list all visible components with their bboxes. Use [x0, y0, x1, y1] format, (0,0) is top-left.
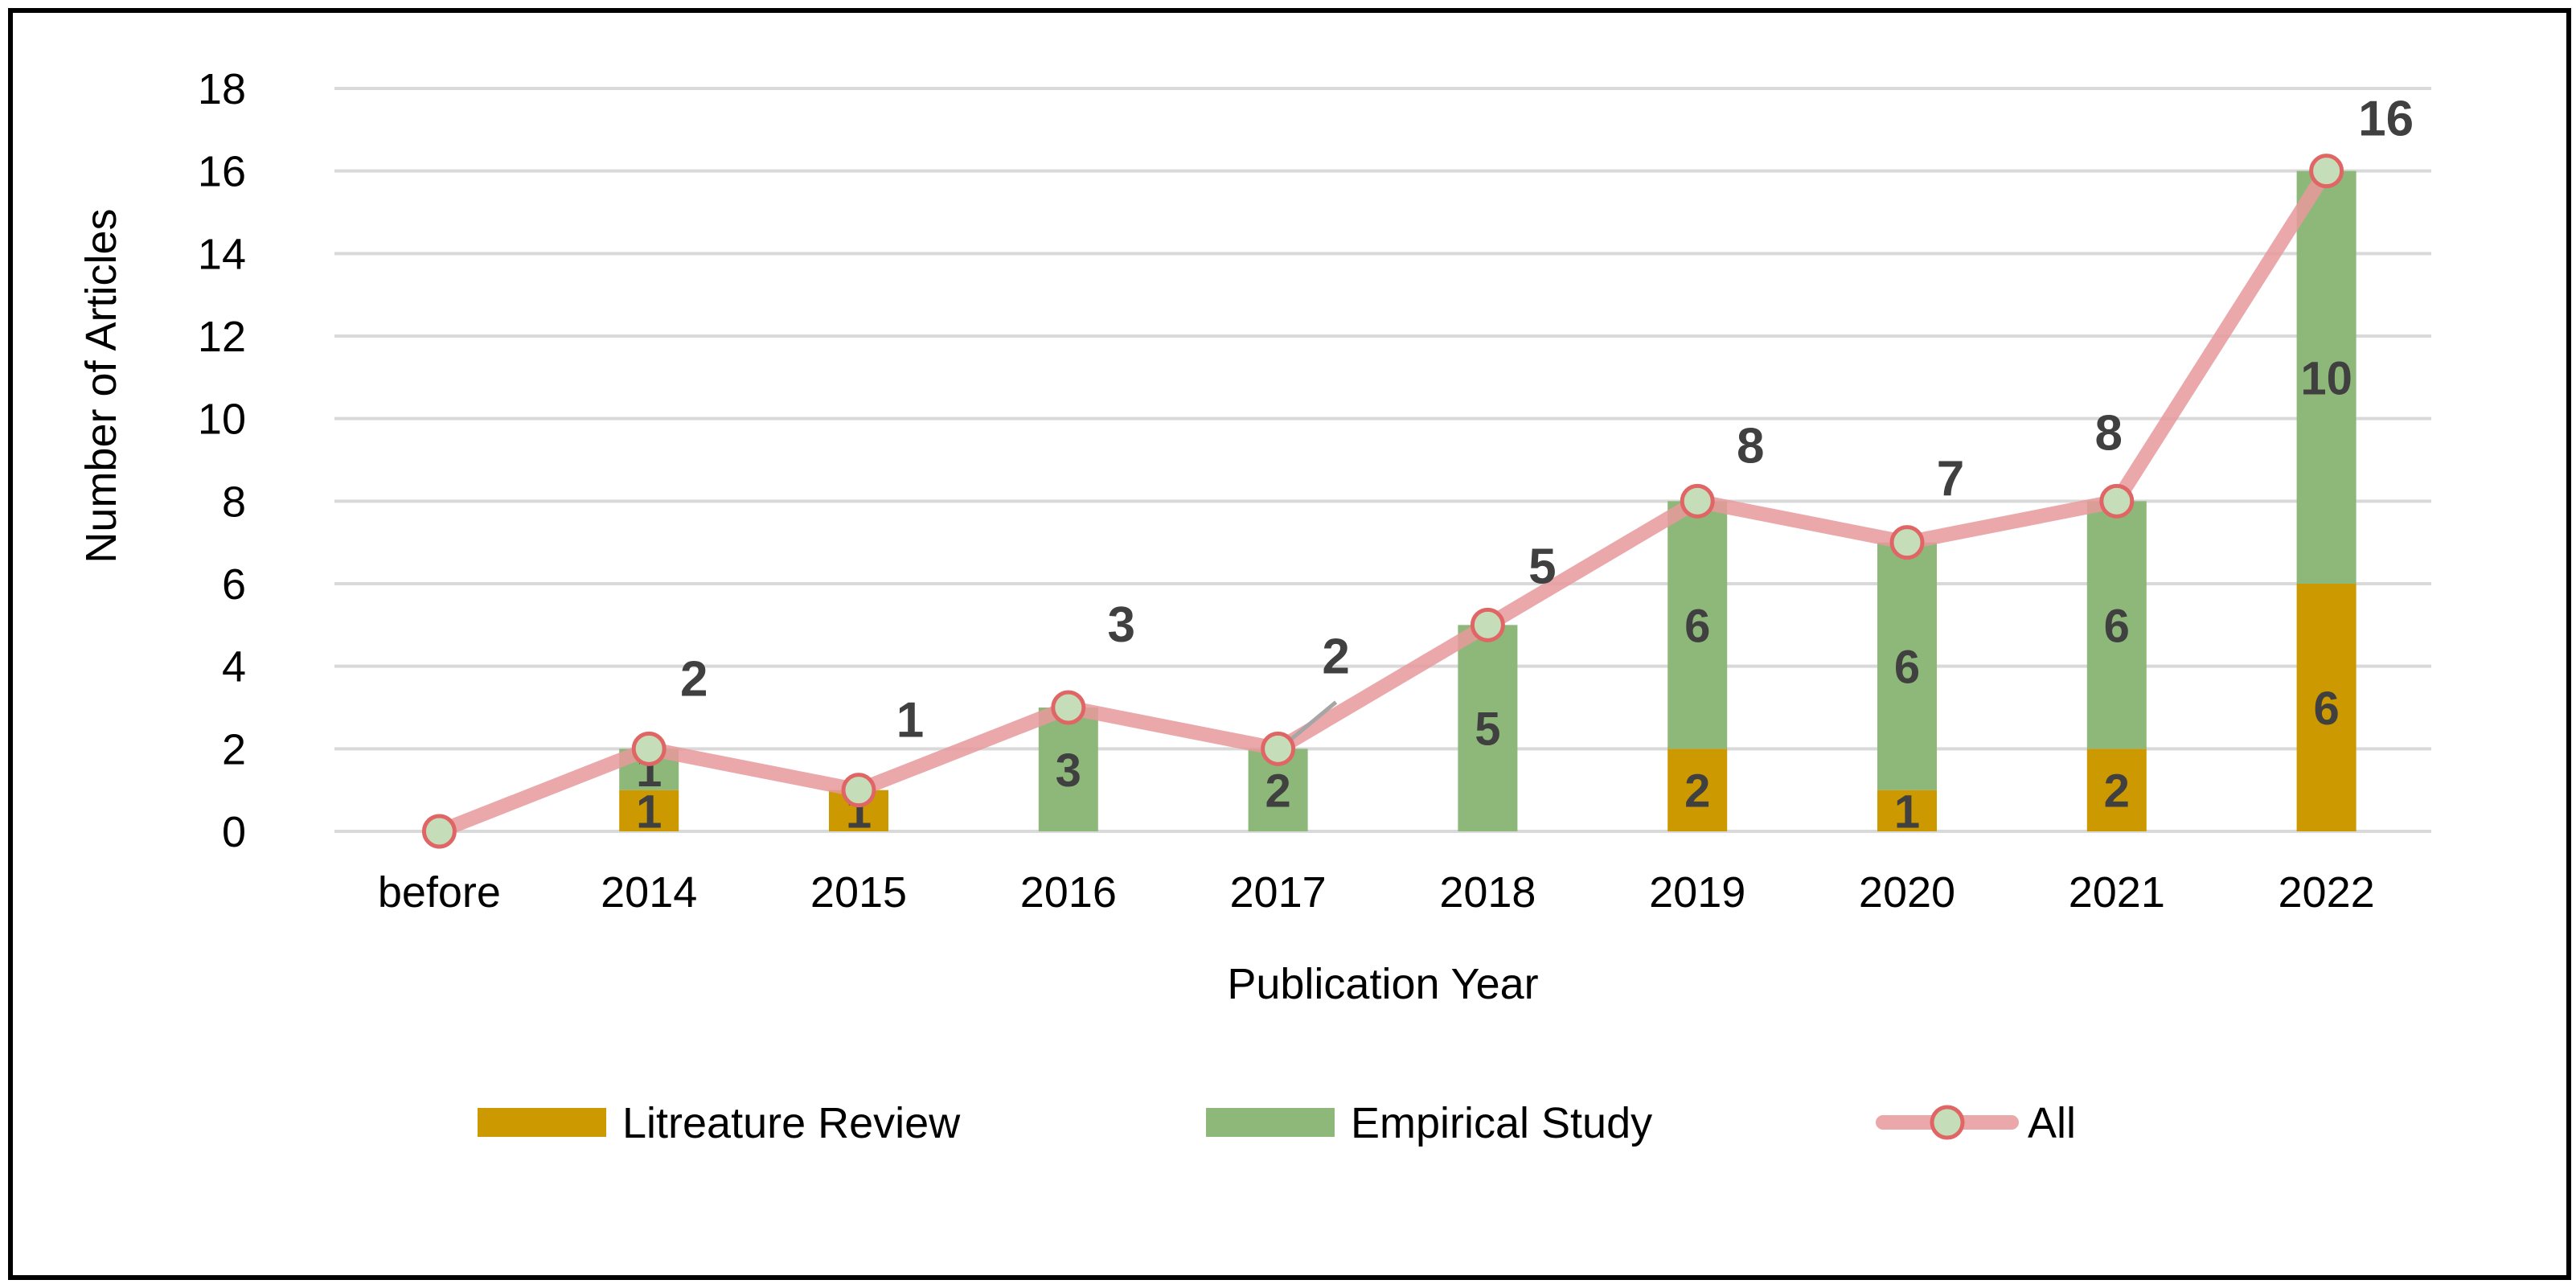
total-value-label: 3 — [1108, 597, 1135, 653]
total-value-label: 2 — [1322, 629, 1349, 684]
total-marker — [2099, 483, 2135, 519]
bar-segment — [2296, 584, 2357, 831]
bar-segment — [1877, 542, 1937, 790]
bar-segment — [1458, 625, 1518, 831]
x-tick-label: 2016 — [1020, 868, 1117, 917]
axis-titles: Publication Year Number of Articles — [77, 208, 1539, 1008]
total-marker — [1470, 607, 1505, 642]
legend-marker-swatch — [1930, 1105, 1965, 1140]
bar-segment — [2296, 170, 2357, 584]
x-axis-ticks: before 2014 2015 2016 2017 2018 2019 2020 2021 20… — [378, 868, 2375, 917]
y-tick-label: 0 — [222, 808, 246, 856]
bar-value-label: 6 — [2313, 683, 2339, 735]
total-marker — [841, 773, 876, 808]
x-tick-label: 2019 — [1649, 868, 1745, 917]
x-tick-label: 2020 — [1859, 868, 1955, 917]
bar-value-label: 2 — [1684, 765, 1710, 818]
total-value-label: 1 — [896, 693, 924, 749]
bar-value-label: 5 — [1475, 704, 1500, 756]
y-tick-label: 6 — [222, 560, 246, 609]
bar-segment — [2086, 749, 2147, 831]
legend-label: Litreature Review — [622, 1099, 961, 1147]
total-marker — [421, 814, 457, 849]
total-marker — [1680, 483, 1715, 519]
y-tick-label: 4 — [222, 643, 246, 691]
total-value-label: 5 — [1528, 539, 1556, 594]
bar-value-label: 6 — [1684, 600, 1710, 652]
bar-value-label: 2 — [2104, 765, 2130, 818]
bar-segment — [1038, 708, 1098, 831]
x-tick-label: before — [378, 868, 501, 917]
x-tick-label: 2015 — [810, 868, 907, 917]
bar-segment — [1667, 501, 1728, 749]
total-marker — [2309, 154, 2344, 189]
legend-label: Empirical Study — [1351, 1099, 1652, 1147]
bar-segment — [2086, 501, 2147, 749]
y-tick-label: 16 — [198, 148, 246, 196]
y-axis-title: Number of Articles — [77, 208, 125, 563]
total-line-path — [432, 163, 2334, 839]
total-marker — [1261, 731, 1296, 766]
bar-value-label: 6 — [2104, 600, 2130, 652]
bar-segment — [619, 790, 679, 831]
total-value-label: 7 — [1937, 452, 1964, 507]
total-value-label: 16 — [2358, 92, 2414, 147]
x-tick-label: 2018 — [1439, 868, 1536, 917]
legend-swatch — [478, 1108, 606, 1137]
x-tick-label: 2014 — [601, 868, 697, 917]
y-tick-label: 2 — [222, 725, 246, 773]
y-tick-label: 8 — [222, 478, 246, 526]
total-marker — [631, 731, 667, 766]
y-axis-ticks: 0 2 4 6 8 10 12 14 16 18 — [198, 65, 246, 856]
total-value-label: 2 — [680, 651, 708, 707]
x-tick-label: 2022 — [2279, 868, 2375, 917]
x-axis-title: Publication Year — [1227, 960, 1538, 1008]
y-tick-label: 12 — [198, 313, 246, 361]
x-tick-label: 2017 — [1230, 868, 1327, 917]
legend-label: All — [2028, 1099, 2076, 1147]
bar-value-label: 3 — [1056, 745, 1081, 797]
x-tick-label: 2021 — [2069, 868, 2165, 917]
bar-segment — [1667, 749, 1728, 831]
total-value-label: 8 — [2095, 405, 2123, 461]
bar-segment — [1877, 790, 1937, 831]
legend: Litreature Review Empirical Study All — [478, 1099, 2076, 1147]
bar-value-label: 10 — [2300, 352, 2352, 404]
bar-value-label: 6 — [1894, 642, 1920, 694]
y-tick-label: 10 — [198, 396, 246, 444]
bar-value-label: 1 — [1894, 786, 1920, 838]
y-tick-label: 18 — [198, 65, 246, 113]
total-value-label: 8 — [1737, 418, 1764, 474]
legend-swatch — [1206, 1108, 1335, 1137]
y-tick-label: 14 — [198, 230, 246, 278]
total-marker — [1051, 690, 1086, 725]
bar-value-label: 1 — [636, 786, 662, 838]
bars: 1113252616266100 — [426, 170, 2357, 859]
total-marker — [1889, 525, 1925, 560]
bar-value-label: 2 — [1265, 765, 1290, 818]
data-label-leader-line — [1288, 700, 1338, 743]
